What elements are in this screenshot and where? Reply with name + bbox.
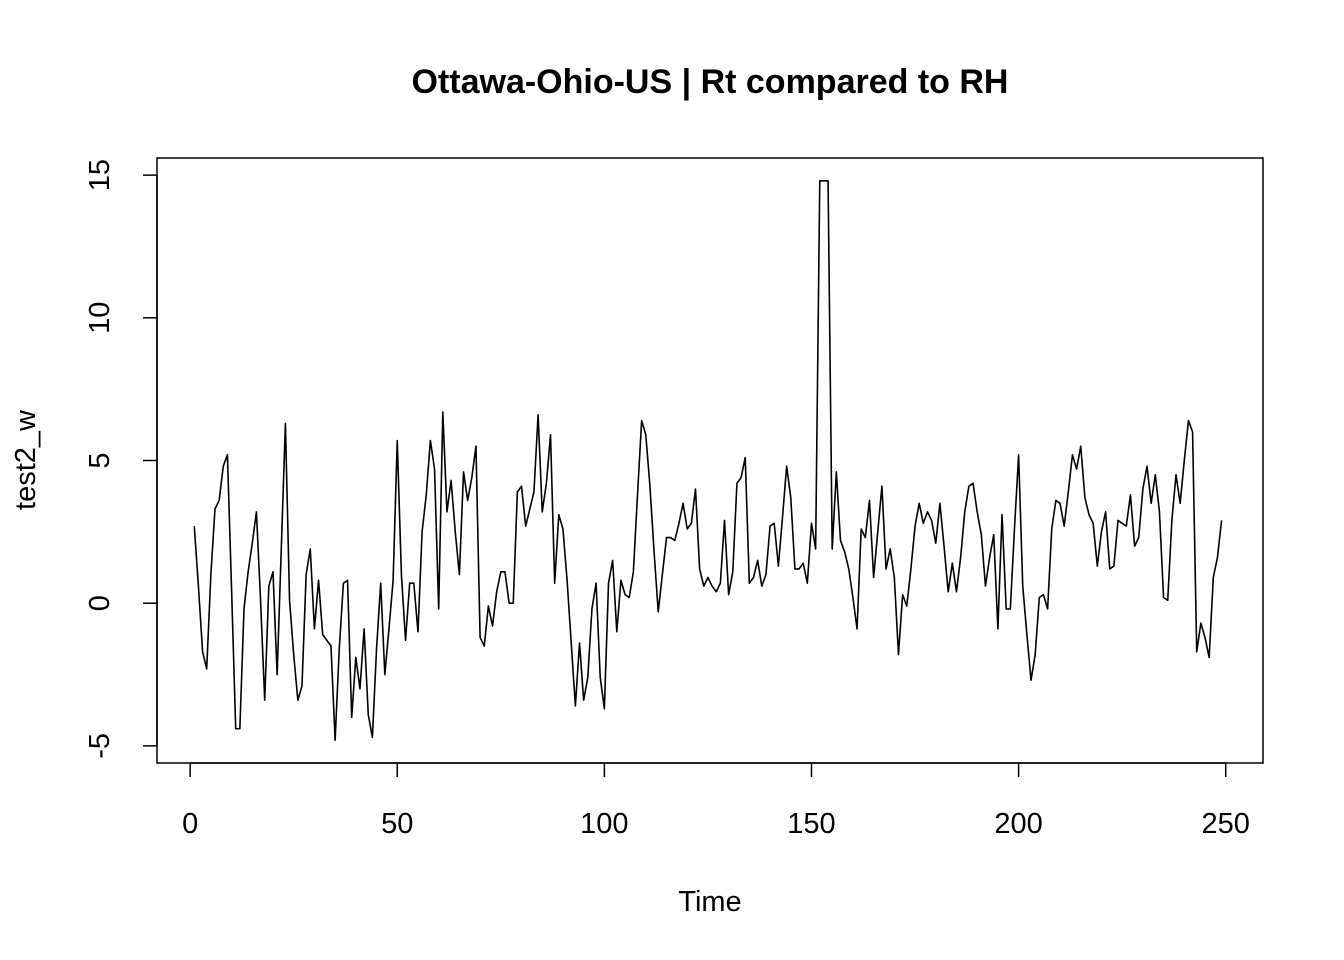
chart-title: Ottawa-Ohio-US | Rt compared to RH [412,63,1009,101]
y-tick-label: 10 [84,302,116,334]
x-axis-label: Time [678,886,741,918]
y-tick-label: 15 [84,159,116,191]
x-axis: 0 50 100 150 200 250 [182,762,1250,840]
x-tick-label: 150 [787,808,835,840]
x-tick-label: 200 [994,808,1042,840]
y-tick-label: -5 [84,733,116,759]
x-tick-label: 250 [1202,808,1250,840]
plot-frame [156,157,1264,764]
series-line [193,180,1223,741]
y-axis: -5 0 5 10 15 [84,159,158,759]
x-tick-label: 0 [182,808,198,840]
x-tick-label: 50 [381,808,413,840]
y-tick-label: 0 [84,595,116,611]
x-tick-label: 100 [580,808,628,840]
y-axis-label: test2_w [10,409,42,510]
y-tick-label: 5 [84,452,116,468]
